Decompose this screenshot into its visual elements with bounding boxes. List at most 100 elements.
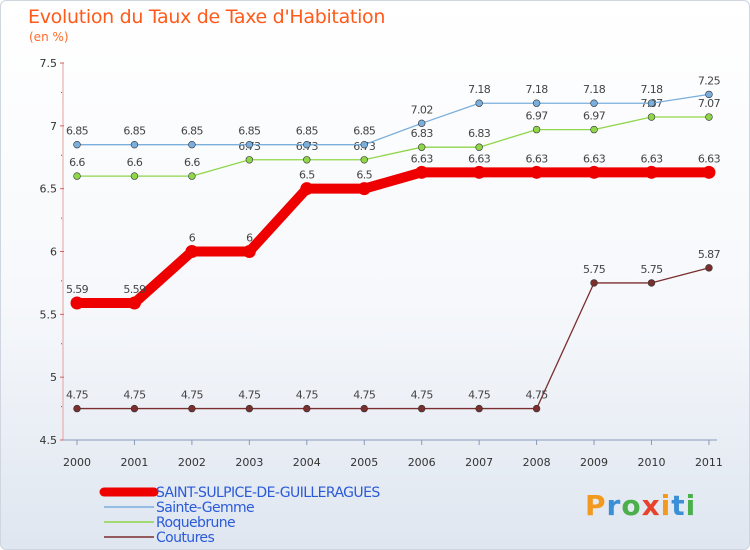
y-tick-label: 5 <box>50 371 57 384</box>
x-tick-label: 2011 <box>695 456 723 469</box>
x-tick-label: 2007 <box>465 456 493 469</box>
data-label: 4.75 <box>526 389 549 402</box>
data-label: 4.75 <box>238 389 261 402</box>
data-point <box>590 125 598 134</box>
data-point <box>418 143 426 151</box>
data-point <box>475 143 483 151</box>
x-tick-label: 2009 <box>580 456 608 469</box>
y-tick-label: 7 <box>50 120 57 133</box>
data-point <box>532 99 541 107</box>
x-tick-label: 2005 <box>350 456 378 469</box>
data-point <box>415 165 429 179</box>
data-point <box>245 156 254 164</box>
data-point <box>705 90 713 99</box>
data-label: 6.63 <box>468 152 491 165</box>
data-label: 6.6 <box>184 156 200 169</box>
data-point <box>590 99 598 107</box>
y-tick-label: 6 <box>50 246 57 259</box>
data-label: 6.97 <box>526 110 549 123</box>
data-point <box>303 140 311 149</box>
series-line <box>76 116 710 177</box>
data-point <box>242 245 256 258</box>
data-point <box>357 182 371 196</box>
y-tick-label: 5.5 <box>40 308 58 321</box>
data-point <box>300 182 314 196</box>
data-point <box>127 296 141 310</box>
data-label: 4.75 <box>296 389 319 402</box>
data-point <box>360 404 368 413</box>
data-label: 4.75 <box>411 389 434 402</box>
data-label: 6.83 <box>468 127 491 140</box>
data-point <box>130 404 139 413</box>
x-tick-label: 2010 <box>638 456 666 469</box>
y-tick-label: 7.5 <box>40 57 58 70</box>
series-line <box>72 167 714 309</box>
data-label: 7.25 <box>698 74 721 87</box>
x-tick-label: 2000 <box>63 456 91 469</box>
legend-label: Coutures <box>156 530 214 546</box>
data-point <box>418 119 426 128</box>
data-point <box>587 165 601 179</box>
data-label: 7.07 <box>698 97 721 110</box>
data-point <box>475 404 483 413</box>
data-point <box>645 165 658 179</box>
x-tick-label: 2006 <box>408 456 436 469</box>
data-point <box>188 140 196 149</box>
data-label: 4.75 <box>181 389 204 402</box>
data-label: 6.97 <box>583 110 606 123</box>
data-point <box>188 172 196 180</box>
y-tick-label: 6.5 <box>40 183 58 196</box>
data-point <box>530 165 544 179</box>
data-point <box>475 99 483 107</box>
data-point <box>532 404 541 413</box>
data-label: 6.85 <box>238 125 261 138</box>
data-point <box>130 140 139 149</box>
data-label: 7.02 <box>411 103 433 116</box>
data-point <box>418 404 426 413</box>
data-point <box>245 140 254 149</box>
data-point <box>705 264 713 272</box>
data-label: 4.75 <box>123 389 146 402</box>
data-label: 5.87 <box>698 248 721 261</box>
data-label: 6.63 <box>526 152 549 165</box>
data-label: 6.85 <box>181 125 204 138</box>
data-label: 7.18 <box>468 83 491 96</box>
data-point <box>130 172 139 180</box>
data-point <box>73 404 81 413</box>
data-label: 6.85 <box>123 125 146 138</box>
data-point <box>303 404 311 413</box>
data-point <box>73 140 81 149</box>
x-tick-label: 2001 <box>120 456 148 469</box>
data-label: 6 <box>189 232 196 245</box>
data-label: 4.75 <box>468 389 491 402</box>
legend-label: SAINT-SULPICE-DE-GUILLERAGUES <box>156 485 380 501</box>
data-point <box>532 125 541 134</box>
y-tick-label: 4.5 <box>40 434 58 447</box>
data-label: 7.18 <box>526 83 549 96</box>
data-label: 6.85 <box>353 125 376 138</box>
chart-title: Evolution du Taux de Taxe d'Habitation <box>28 6 386 28</box>
data-point <box>590 279 598 287</box>
data-label: 6.63 <box>583 152 606 165</box>
data-point <box>360 156 368 164</box>
data-label: 6.85 <box>66 125 89 138</box>
x-tick-label: 2003 <box>235 456 263 469</box>
data-point <box>472 165 486 179</box>
data-label: 6.85 <box>296 125 319 138</box>
data-label: 6.83 <box>411 127 434 140</box>
data-label: 7.18 <box>640 83 663 96</box>
series-line <box>76 267 710 410</box>
data-label: 5.59 <box>66 283 89 296</box>
data-label: 6.63 <box>698 152 721 165</box>
data-point <box>702 165 716 179</box>
data-label: 6.6 <box>127 156 143 169</box>
data-label: 6.5 <box>356 169 372 182</box>
data-label: 6 <box>246 232 253 245</box>
data-point <box>188 404 196 413</box>
chart-subtitle: (en %) <box>29 30 69 44</box>
data-label: 6.63 <box>411 152 434 165</box>
data-point <box>647 279 656 287</box>
data-point <box>303 156 311 164</box>
